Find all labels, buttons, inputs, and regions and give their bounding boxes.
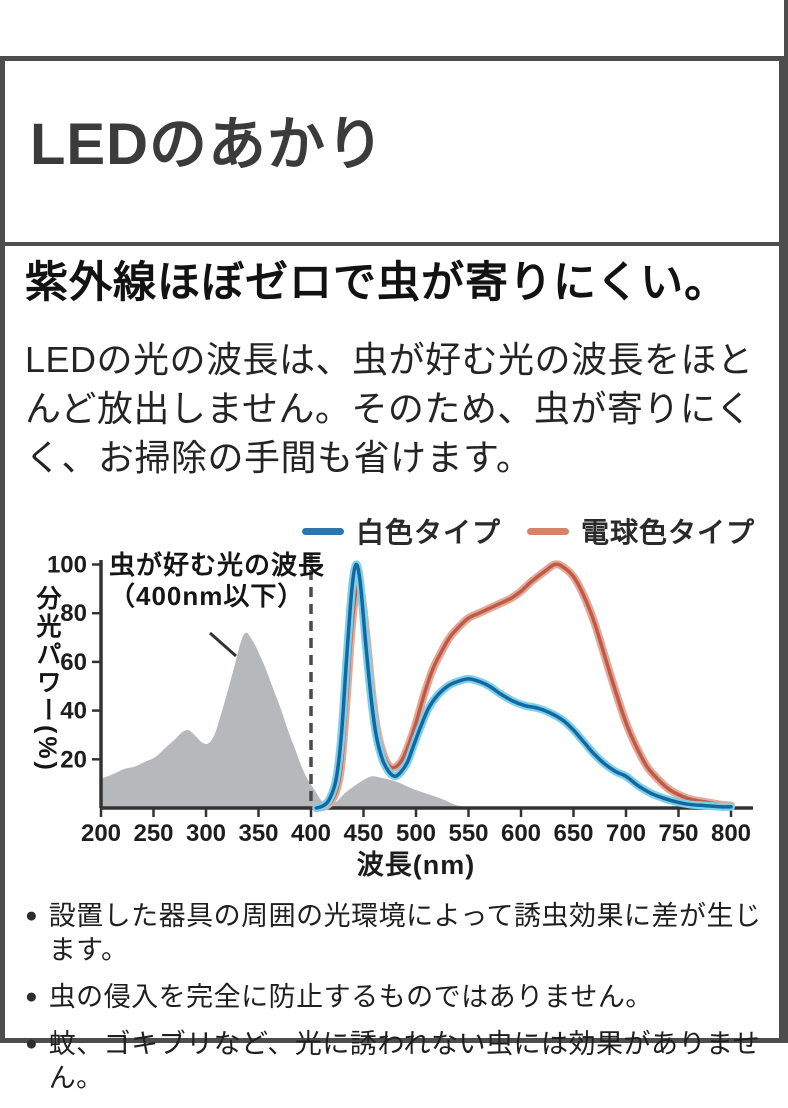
footnote-text: 蚊、ゴキブリなど、光に誘われない虫には効果がありません。 xyxy=(48,1029,761,1093)
footnotes: ● 設置した器具の周囲の光環境によって誘虫効果に差が生じます。 ● 虫の侵入を完… xyxy=(25,899,765,1108)
x-tick-label: 600 xyxy=(501,820,541,847)
chart-legend: 白色タイプ 電球色タイプ xyxy=(301,511,755,551)
x-tick-label: 550 xyxy=(448,820,488,847)
spectral-power-plot: 200 250 300 350 400 450 500 550 600 650 700 750 800 2… xyxy=(47,552,753,847)
bullet-icon: ● xyxy=(25,985,38,1008)
y-axis-title: 分光パワー(%) xyxy=(33,585,61,773)
annotation-line-1: 虫が好む光の波長 xyxy=(109,550,326,580)
bulb-color-type-curve xyxy=(314,562,733,810)
x-tick-label: 750 xyxy=(658,820,698,847)
white-type-curve-halo xyxy=(312,560,735,812)
section-body-text: LEDの光の波長は、虫が好む光の波長をほとんど放出しません。そのため、虫が寄りに… xyxy=(25,339,754,478)
page-edge-strip xyxy=(784,0,788,1043)
x-axis-title: 波長(nm) xyxy=(356,850,476,880)
x-tick-label: 800 xyxy=(711,820,751,847)
x-tick-label: 350 xyxy=(238,820,278,847)
white-type-curve xyxy=(314,562,733,810)
bulb-color-type-curve-halo xyxy=(312,560,735,812)
x-tick-label: 400 xyxy=(291,820,331,847)
annotation-line-2: （400nm以下） xyxy=(109,581,305,611)
x-tick-label: 450 xyxy=(343,820,383,847)
y-tick-label: 20 xyxy=(60,746,87,773)
x-tick-label: 250 xyxy=(133,820,173,847)
y-tick-label: 80 xyxy=(60,600,87,627)
legend-label-white-type: 白色タイプ xyxy=(355,517,501,548)
section-headline: 紫外線ほぼゼロで虫が寄りにくい。 xyxy=(25,259,729,307)
footnote-row: ● 蚊、ゴキブリなど、光に誘われない虫には効果がありません。 xyxy=(25,1027,765,1095)
legend-item-bulb-color-type: 電球色タイプ xyxy=(526,511,755,551)
x-tick-label: 650 xyxy=(553,820,593,847)
x-tick-label: 700 xyxy=(606,820,646,847)
footnote-row: ● 設置した器具の周囲の光環境によって誘虫効果に差が生じます。 xyxy=(25,899,765,967)
x-tick-label: 200 xyxy=(81,820,121,847)
y-tick-label: 100 xyxy=(47,552,87,579)
section-divider xyxy=(5,242,779,246)
x-tick-label: 500 xyxy=(396,820,436,847)
led-info-panel: LEDのあかり 紫外線ほぼゼロで虫が寄りにくい。 LEDの光の波長は、虫が好む光… xyxy=(0,56,784,1093)
insect-wavelength-annotation: 虫が好む光の波長 （400nm以下） xyxy=(109,550,325,612)
bulb-color-type-line-swatch xyxy=(526,527,569,535)
legend-label-bulb-color-type: 電球色タイプ xyxy=(580,517,755,548)
bullet-icon: ● xyxy=(25,904,38,927)
x-tick-label: 300 xyxy=(186,820,226,847)
footnote-text: 虫の侵入を完全に防止するものではありません。 xyxy=(48,982,653,1012)
legend-item-white-type: 白色タイプ xyxy=(301,511,501,551)
bullet-icon: ● xyxy=(25,1032,38,1055)
y-tick-label: 60 xyxy=(60,649,87,676)
footnote-row: ● 虫の侵入を完全に防止するものではありません。 xyxy=(25,980,765,1014)
insect-preference-area xyxy=(101,632,465,808)
spectral-power-chart: 200 250 300 350 400 450 500 550 600 650 700 750 800 2… xyxy=(5,505,779,880)
y-tick-label: 40 xyxy=(60,698,87,725)
white-type-line-swatch xyxy=(301,527,344,535)
annotation-leader-line xyxy=(209,631,237,658)
panel-title: LEDのあかり xyxy=(30,112,386,177)
footnote-text: 設置した器具の周囲の光環境によって誘虫効果に差が生じます。 xyxy=(48,901,762,965)
